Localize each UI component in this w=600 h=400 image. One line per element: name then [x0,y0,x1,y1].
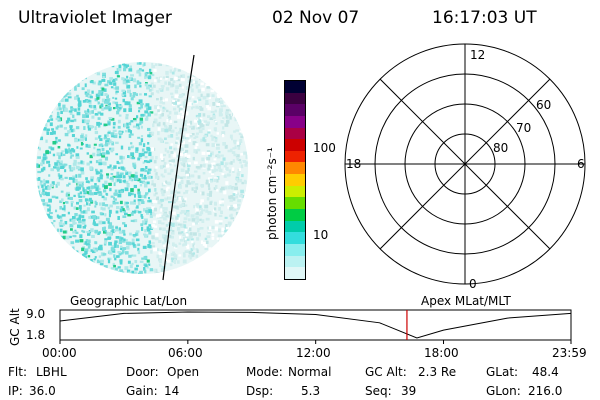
dsp-value: 5.3 [301,384,321,398]
y-tick-9: 9.0 [26,307,46,321]
lat-label-70: 70 [516,121,531,135]
ip-value: 36.0 [29,384,56,398]
x-tick-2359: 23:59 [552,346,587,360]
colorbar-swatch [285,150,305,163]
seq-value: 39 [401,384,417,398]
mode-value: Normal [288,365,332,379]
mlt-label-6: 6 [577,157,585,171]
x-tick-1800: 18:00 [424,346,459,360]
gc-alt-label: GC Alt: [365,365,407,379]
lat-label-60: 60 [536,98,551,112]
mlt-label-0: 0 [469,277,477,291]
gain-label: Gain: [126,384,158,398]
colorbar-swatch [285,185,305,198]
colorbar-swatch [285,232,305,244]
mlt-label-18: 18 [346,157,361,171]
colorbar-swatch [285,174,305,186]
colorbar-tick-10: 10 [313,228,329,242]
mlt-label-12: 12 [470,48,485,62]
colorbar-swatch [285,267,305,279]
y-tick-1-8: 1.8 [26,328,46,342]
colorbar-swatch [285,220,305,233]
colorbar-swatch [285,197,305,210]
colorbar-swatch [285,81,305,93]
flt-label: Flt: [8,365,27,379]
lat-label-80: 80 [493,141,508,155]
date-label: 02 Nov 07 [272,8,360,28]
colorbar-swatch [285,139,305,151]
door-label: Door: [126,365,159,379]
colorbar-swatch [285,243,305,256]
terminator-line [162,54,195,281]
colorbar-swatch [285,104,305,116]
glon-value: 216.0 [528,384,563,398]
x-tick-0600: 06:00 [168,346,203,360]
colorbar [284,80,306,280]
dsp-label: Dsp: [246,384,274,398]
polar-plot: 12 0 18 6 60 70 80 [344,43,586,291]
seq-label: Seq: [365,384,392,398]
flt-value: LBHL [36,365,67,379]
gain-value: 14 [164,384,180,398]
glat-value: 48.4 [532,365,559,379]
colorbar-swatch [285,92,305,105]
ip-label: IP: [8,384,23,398]
colorbar-swatch [285,162,305,175]
gc-alt-value: 2.3 Re [418,365,457,379]
colorbar-swatch [285,209,305,221]
time-label: 16:17:03 UT [432,8,537,28]
x-tick-0000: 00:00 [42,346,77,360]
colorbar-swatch [285,127,305,140]
colorbar-swatch [285,255,305,268]
glat-label: GLat: [486,365,519,379]
uv-image-disk [36,62,248,274]
gc-alt-series-line [59,311,572,339]
colorbar-swatch [285,115,305,128]
app-title: Ultraviolet Imager [18,8,172,28]
glon-label: GLon: [486,384,521,398]
mode-label: Mode: [246,365,283,379]
apex-title: Apex MLat/MLT [421,294,511,308]
colorbar-tick-100: 100 [313,141,336,155]
door-value: Open [167,365,200,379]
x-tick-1200: 12:00 [296,346,331,360]
polar-diag-2 [379,78,551,250]
geographic-title: Geographic Lat/Lon [70,294,188,308]
